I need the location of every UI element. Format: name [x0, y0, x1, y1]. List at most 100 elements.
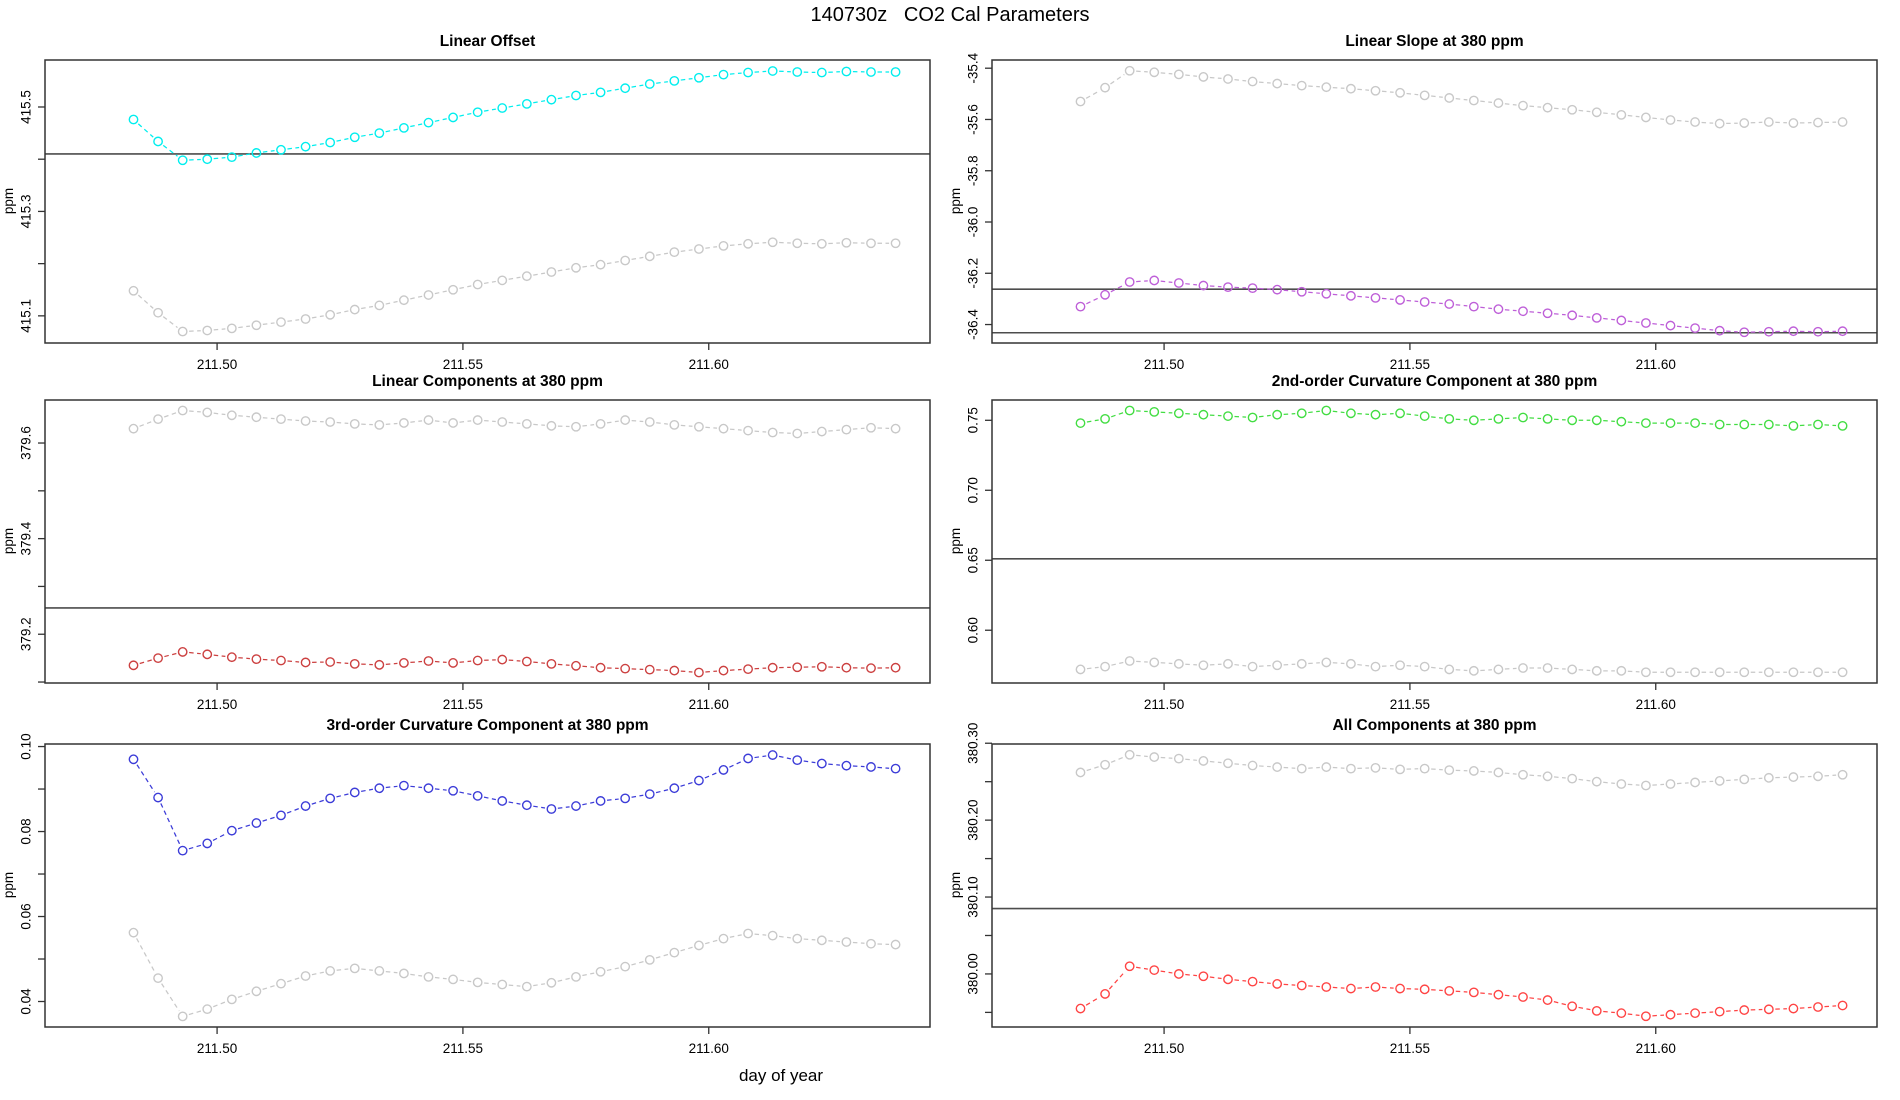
data-point — [866, 663, 876, 674]
data-point — [1124, 749, 1135, 760]
data-point — [1296, 286, 1307, 297]
data-point — [1296, 408, 1307, 419]
data-point — [251, 654, 262, 664]
data-point — [644, 417, 655, 427]
series-line — [336, 968, 349, 971]
series-line — [213, 328, 226, 331]
data-point — [177, 405, 188, 416]
data-point — [1837, 117, 1848, 127]
data-point — [1641, 112, 1651, 123]
data-point — [694, 244, 704, 254]
series-line — [1381, 986, 1394, 989]
data-point — [1321, 288, 1332, 299]
data-point — [1813, 1002, 1823, 1012]
data-point — [1591, 1005, 1602, 1016]
series-line — [1824, 1005, 1837, 1008]
data-point — [1468, 665, 1479, 676]
series-line — [361, 133, 374, 137]
data-point — [743, 238, 753, 249]
series-line — [434, 976, 447, 980]
series-line — [1406, 299, 1419, 303]
data-point — [423, 117, 434, 128]
series-line — [1308, 766, 1320, 769]
series-line — [136, 764, 156, 793]
data-point — [153, 653, 163, 664]
data-point — [866, 238, 876, 249]
data-point — [325, 309, 336, 320]
series-line — [164, 652, 177, 658]
series-line — [1234, 415, 1247, 418]
data-point — [300, 801, 311, 811]
y-tick-label: -35.8 — [966, 155, 981, 186]
data-point — [1714, 419, 1725, 430]
data-point — [792, 238, 803, 249]
data-point — [300, 657, 311, 668]
data-point — [841, 66, 852, 77]
series-line — [631, 419, 644, 423]
series-line — [1652, 1014, 1665, 1017]
data-point — [153, 414, 163, 425]
series-line — [1160, 280, 1173, 283]
series-line — [1234, 763, 1247, 766]
data-point — [1468, 766, 1479, 776]
data-point — [202, 325, 213, 336]
series-line — [213, 1001, 227, 1008]
data-point — [743, 664, 753, 675]
data-point — [448, 112, 458, 123]
data-point — [644, 251, 655, 262]
data-point — [251, 148, 262, 158]
series-line — [1258, 981, 1271, 984]
data-point — [300, 314, 311, 324]
data-point — [325, 657, 336, 667]
data-point — [1468, 415, 1479, 426]
data-point — [448, 284, 458, 295]
series-line — [137, 294, 154, 309]
data-point — [1616, 665, 1627, 676]
series-line — [1480, 418, 1492, 421]
y-tick-label: 415.5 — [19, 90, 34, 124]
series-line — [704, 771, 718, 779]
data-point — [1468, 95, 1479, 106]
series-line — [459, 791, 472, 796]
data-point — [1788, 420, 1799, 431]
x-tick-label: 211.55 — [443, 357, 483, 372]
x-tick-label: 211.60 — [1636, 357, 1676, 372]
series-line — [1529, 311, 1542, 314]
series-line — [631, 256, 644, 261]
series-line — [1308, 85, 1320, 88]
series-line — [483, 796, 497, 801]
data-point — [1272, 284, 1283, 295]
series-line — [1504, 994, 1517, 998]
data-point — [276, 414, 286, 425]
series-line — [1308, 985, 1320, 988]
series-line — [1431, 301, 1443, 305]
data-point — [1395, 87, 1405, 98]
series-line — [1455, 669, 1468, 672]
data-point — [497, 275, 508, 286]
series-line — [262, 322, 275, 326]
series-line — [1283, 289, 1296, 292]
series-line — [1209, 663, 1222, 666]
data-point — [226, 323, 237, 334]
series-line — [287, 660, 300, 663]
data-point — [423, 415, 434, 425]
data-point — [1173, 658, 1184, 669]
data-point — [1149, 406, 1160, 417]
data-point — [1591, 415, 1602, 426]
data-point — [1493, 98, 1504, 108]
data-point — [1714, 776, 1725, 786]
data-point — [595, 87, 606, 98]
series-line — [1381, 413, 1394, 415]
series-line — [484, 982, 496, 985]
series-line — [1185, 758, 1198, 761]
data-point — [816, 935, 827, 946]
data-point — [1223, 658, 1233, 669]
series-line — [1357, 986, 1370, 989]
data-point — [1444, 299, 1455, 309]
series-line — [1259, 287, 1271, 290]
series-line — [212, 833, 227, 841]
data-point — [1518, 769, 1528, 780]
series-line — [1701, 780, 1714, 783]
data-point — [1665, 320, 1676, 331]
series-line — [1136, 70, 1148, 73]
